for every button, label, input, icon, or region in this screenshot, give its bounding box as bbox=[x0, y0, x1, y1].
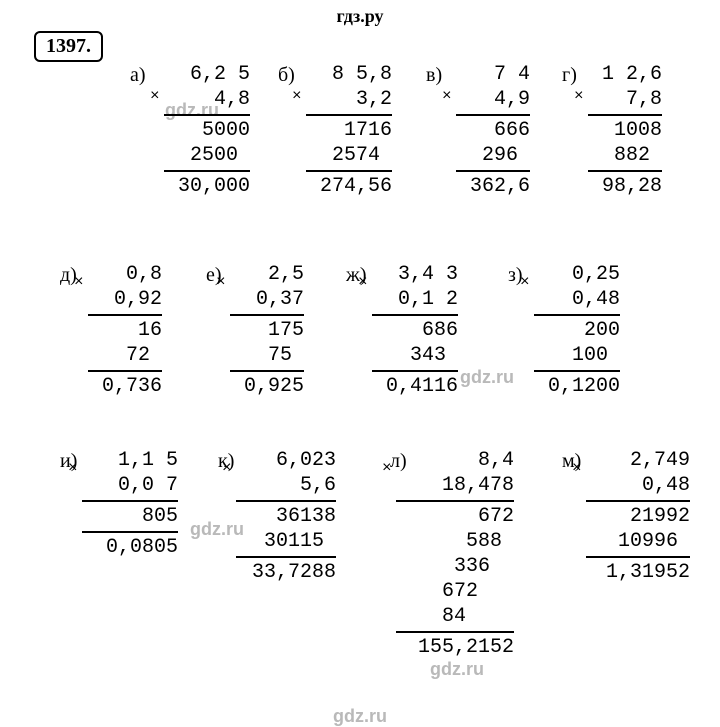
long-multiplication: ×8,418,478672588 336 672 84 155,2152 bbox=[396, 448, 514, 660]
multiplier: 0,37 bbox=[230, 287, 304, 312]
partial-product: 343 bbox=[372, 343, 458, 368]
partial-product: 5000 bbox=[164, 118, 250, 143]
result: 30,000 bbox=[164, 174, 250, 199]
result: 0,736 bbox=[88, 374, 162, 399]
partial-product: 1716 bbox=[306, 118, 392, 143]
partial-product: 200 bbox=[534, 318, 620, 343]
multiplicand: 2,749 bbox=[586, 448, 690, 473]
times-icon: × bbox=[292, 86, 302, 106]
multiplier: 0,48 bbox=[586, 473, 690, 498]
partial-product: 672 bbox=[396, 504, 514, 529]
multiplier: 0,92 bbox=[88, 287, 162, 312]
long-multiplication: ×0,250,48200100 0,1200 bbox=[534, 262, 620, 399]
times-icon: × bbox=[442, 86, 452, 106]
partial-product: 666 bbox=[456, 118, 530, 143]
result: 0,1200 bbox=[534, 374, 620, 399]
long-multiplication: ×1,1 50,0 78050,0805 bbox=[82, 448, 178, 560]
multiplicand: 3,4 3 bbox=[372, 262, 458, 287]
partial-product: 2574 bbox=[306, 143, 392, 168]
partial-product: 686 bbox=[372, 318, 458, 343]
long-multiplication: ×8 5,83,217162574 274,56 bbox=[306, 62, 392, 199]
partial-product: 30115 bbox=[236, 529, 336, 554]
partial-product: 84 bbox=[396, 604, 514, 629]
multiplier: 3,2 bbox=[306, 87, 392, 112]
result: 33,7288 bbox=[236, 560, 336, 585]
long-multiplication: ×7 44,9666296 362,6 bbox=[456, 62, 530, 199]
times-icon: × bbox=[74, 272, 84, 292]
result: 98,28 bbox=[588, 174, 662, 199]
partial-product: 805 bbox=[82, 504, 178, 529]
sub-label: б) bbox=[278, 64, 295, 87]
partial-product: 100 bbox=[534, 343, 620, 368]
times-icon: × bbox=[572, 458, 582, 478]
result: 155,2152 bbox=[396, 635, 514, 660]
sub-label: в) bbox=[426, 64, 442, 87]
long-multiplication: ×2,50,3717575 0,925 bbox=[230, 262, 304, 399]
times-icon: × bbox=[216, 272, 226, 292]
result: 0,0805 bbox=[82, 535, 178, 560]
times-icon: × bbox=[358, 272, 368, 292]
partial-product: 10996 bbox=[586, 529, 690, 554]
long-multiplication: ×0,80,921672 0,736 bbox=[88, 262, 162, 399]
result: 1,31952 bbox=[586, 560, 690, 585]
times-icon: × bbox=[520, 272, 530, 292]
long-multiplication: ×6,0235,63613830115 33,7288 bbox=[236, 448, 336, 585]
multiplier: 18,478 bbox=[396, 473, 514, 498]
partial-product: 36138 bbox=[236, 504, 336, 529]
footer-watermark: gdz.ru bbox=[0, 706, 720, 727]
multiplicand: 2,5 bbox=[230, 262, 304, 287]
long-multiplication: ×2,7490,482199210996 1,31952 bbox=[586, 448, 690, 585]
multiplicand: 0,25 bbox=[534, 262, 620, 287]
multiplicand: 8,4 bbox=[396, 448, 514, 473]
partial-product: 588 bbox=[396, 529, 514, 554]
partial-product: 1008 bbox=[588, 118, 662, 143]
partial-product: 72 bbox=[88, 343, 162, 368]
times-icon: × bbox=[222, 458, 232, 478]
partial-product: 16 bbox=[88, 318, 162, 343]
multiplier: 0,1 2 bbox=[372, 287, 458, 312]
times-icon: × bbox=[382, 458, 392, 478]
partial-product: 672 bbox=[396, 579, 514, 604]
watermark: gdz.ru bbox=[430, 659, 484, 680]
long-multiplication: ×3,4 30,1 2686343 0,4116 bbox=[372, 262, 458, 399]
partial-product: 296 bbox=[456, 143, 530, 168]
multiplier: 0,48 bbox=[534, 287, 620, 312]
multiplicand: 6,2 5 bbox=[164, 62, 250, 87]
partial-product: 882 bbox=[588, 143, 662, 168]
long-multiplication: ×1 2,67,81008882 98,28 bbox=[588, 62, 662, 199]
sub-label: г) bbox=[562, 64, 577, 87]
multiplicand: 0,8 bbox=[88, 262, 162, 287]
result: 362,6 bbox=[456, 174, 530, 199]
partial-product: 21992 bbox=[586, 504, 690, 529]
multiplier: 7,8 bbox=[588, 87, 662, 112]
work-stage: а)б)в)г)д)е)ж)з)и)к)л)м)gdz.rugdz.rugdz.… bbox=[30, 62, 690, 702]
watermark: gdz.ru bbox=[460, 367, 514, 388]
partial-product: 175 bbox=[230, 318, 304, 343]
multiplicand: 1,1 5 bbox=[82, 448, 178, 473]
result: 0,4116 bbox=[372, 374, 458, 399]
content-area: 1397. а)б)в)г)д)е)ж)з)и)к)л)м)gdz.rugdz.… bbox=[0, 27, 720, 702]
times-icon: × bbox=[150, 86, 160, 106]
long-multiplication: ×6,2 54,850002500 30,000 bbox=[164, 62, 250, 199]
partial-product: 75 bbox=[230, 343, 304, 368]
times-icon: × bbox=[68, 458, 78, 478]
problem-number-box: 1397. bbox=[34, 31, 103, 62]
multiplicand: 7 4 bbox=[456, 62, 530, 87]
result: 0,925 bbox=[230, 374, 304, 399]
page-header: гдз.ру bbox=[0, 0, 720, 27]
multiplicand: 8 5,8 bbox=[306, 62, 392, 87]
partial-product: 336 bbox=[396, 554, 514, 579]
multiplier: 4,9 bbox=[456, 87, 530, 112]
multiplicand: 6,023 bbox=[236, 448, 336, 473]
multiplicand: 1 2,6 bbox=[588, 62, 662, 87]
multiplier: 5,6 bbox=[236, 473, 336, 498]
partial-product: 2500 bbox=[164, 143, 250, 168]
multiplier: 4,8 bbox=[164, 87, 250, 112]
times-icon: × bbox=[574, 86, 584, 106]
result: 274,56 bbox=[306, 174, 392, 199]
sub-label: а) bbox=[130, 64, 146, 87]
multiplier: 0,0 7 bbox=[82, 473, 178, 498]
